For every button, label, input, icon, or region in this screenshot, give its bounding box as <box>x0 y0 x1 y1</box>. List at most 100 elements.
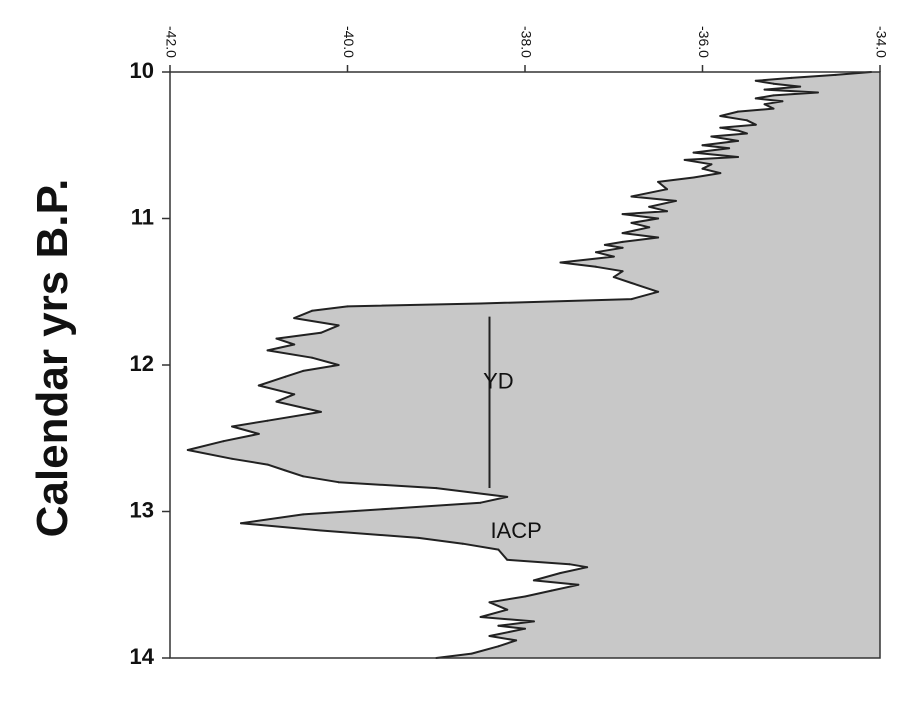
data-point <box>630 221 633 224</box>
data-point <box>231 457 234 460</box>
data-point <box>630 298 633 301</box>
data-point <box>284 375 287 378</box>
data-point <box>302 513 305 516</box>
data-point <box>479 616 482 618</box>
data-point <box>461 542 464 545</box>
axes: -42.0 -40.0 -38.0 -36.0 -34.0 10 11 12 13 14 <box>130 26 890 669</box>
data-point <box>666 188 668 191</box>
data-point <box>390 507 393 510</box>
data-point <box>657 180 660 183</box>
data-point <box>701 167 704 170</box>
data-point <box>790 76 793 79</box>
x-tick-label: -38.0 <box>518 26 534 58</box>
data-point <box>763 88 766 91</box>
data-point <box>816 91 819 94</box>
data-point <box>603 243 606 246</box>
data-point <box>488 601 491 604</box>
data-point <box>612 255 615 258</box>
data-point <box>257 384 260 387</box>
data-point <box>799 85 802 88</box>
data-point <box>479 501 482 504</box>
data-point <box>621 240 624 243</box>
data-point <box>657 290 660 293</box>
data-point <box>506 608 509 611</box>
data-point <box>275 400 278 403</box>
data-point <box>532 620 535 623</box>
data-point <box>524 595 526 598</box>
data-point <box>692 176 695 179</box>
data-point <box>763 103 766 106</box>
data-point <box>674 199 677 202</box>
data-point <box>648 205 651 208</box>
data-point <box>293 393 296 396</box>
data-point <box>719 126 722 129</box>
data-point <box>621 270 624 273</box>
data-point <box>586 566 589 569</box>
data-point <box>293 317 296 320</box>
data-point <box>470 652 473 655</box>
data-point <box>302 475 305 478</box>
data-point <box>488 635 491 637</box>
data-point <box>621 213 624 216</box>
data-point <box>772 94 775 97</box>
data-point <box>666 210 668 213</box>
data-point <box>737 110 739 113</box>
data-point <box>266 463 269 466</box>
x-tick-label: -36.0 <box>696 26 712 58</box>
data-point <box>559 261 562 264</box>
data-point <box>737 139 739 142</box>
data-point <box>595 265 597 268</box>
y-tick-label: 10 <box>130 58 154 83</box>
data-point <box>319 529 322 532</box>
data-point <box>302 369 305 372</box>
data-point <box>595 251 597 254</box>
data-point <box>621 232 624 235</box>
data-point <box>231 425 234 428</box>
data-point <box>630 282 633 284</box>
data-point <box>497 645 500 648</box>
data-point <box>621 246 624 249</box>
x-tick-label: -42.0 <box>163 26 179 58</box>
data-point <box>257 432 260 435</box>
data-point <box>284 469 287 472</box>
data-point <box>772 82 775 85</box>
data-point <box>728 147 731 150</box>
data-point <box>630 195 633 198</box>
y-axis-label: Calendar yrs B.P. <box>28 179 77 538</box>
data-point <box>311 309 313 312</box>
data-point <box>186 449 189 451</box>
data-point <box>337 364 340 366</box>
data-point <box>737 129 739 132</box>
data-point <box>781 100 784 103</box>
data-point <box>319 331 322 334</box>
data-point <box>550 589 553 592</box>
data-point <box>834 73 837 76</box>
data-point <box>710 163 713 166</box>
data-point <box>275 337 278 340</box>
y-tick-label: 12 <box>130 351 154 376</box>
y-tick-label: 13 <box>130 497 154 522</box>
data-point <box>710 135 713 138</box>
data-point <box>532 579 535 582</box>
data-point <box>745 132 748 135</box>
data-point <box>506 558 509 561</box>
data-point <box>657 217 660 220</box>
data-point <box>754 97 757 100</box>
data-point <box>311 356 313 359</box>
data-point <box>346 305 349 308</box>
data-point <box>222 440 225 443</box>
data-point <box>266 419 269 422</box>
data-point <box>754 123 757 126</box>
data-point <box>648 226 651 229</box>
data-point <box>417 536 420 539</box>
data-point <box>745 119 748 122</box>
data-point <box>293 343 296 346</box>
data-point <box>337 324 340 327</box>
data-point <box>435 487 438 490</box>
data-point <box>754 79 757 82</box>
data-point <box>266 349 269 352</box>
data-point <box>515 639 518 642</box>
data-point <box>692 151 695 154</box>
